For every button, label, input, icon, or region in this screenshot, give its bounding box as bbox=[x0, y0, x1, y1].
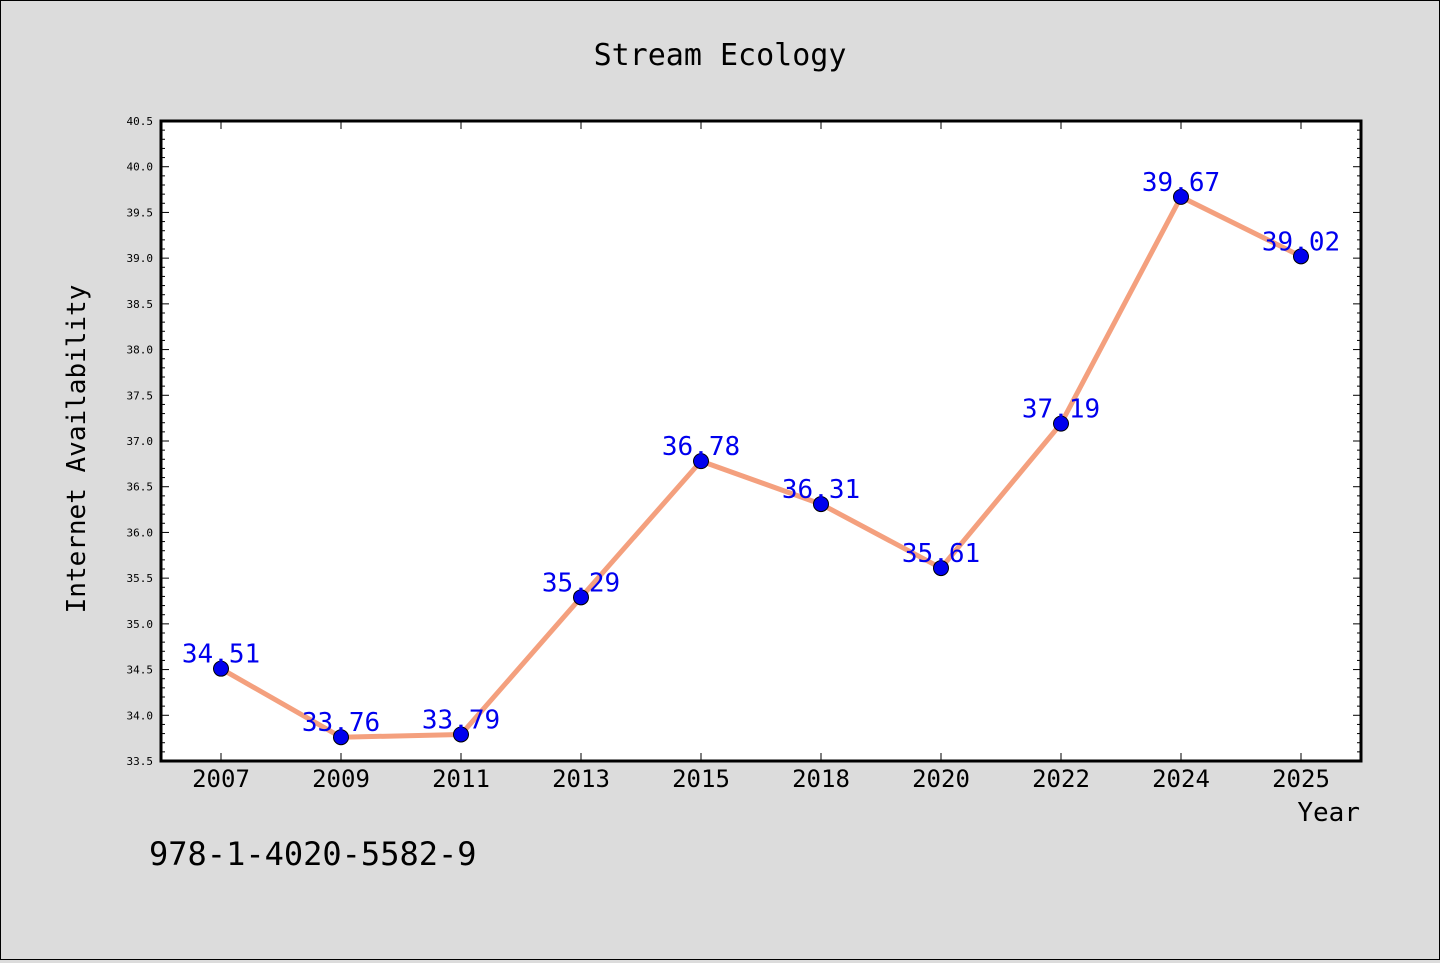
y-tick-label: 37.0 bbox=[127, 435, 154, 448]
x-tick-label: 2020 bbox=[912, 765, 970, 793]
data-label: 36.31 bbox=[782, 475, 860, 505]
data-point-marker bbox=[693, 453, 709, 470]
data-point-marker bbox=[813, 496, 829, 513]
data-labels: 34.51 33.76 33.79 35.29 36.78 36.31 35.61 37.19… bbox=[182, 168, 1340, 738]
data-point-marker bbox=[333, 729, 349, 746]
x-tick-label: 2022 bbox=[1032, 765, 1090, 793]
data-point-marker bbox=[213, 660, 229, 677]
x-tick-label: 2025 bbox=[1272, 765, 1330, 793]
data-label: 35.29 bbox=[542, 568, 620, 598]
data-label: 37.19 bbox=[1022, 395, 1100, 425]
x-tick-label: 2015 bbox=[672, 765, 730, 793]
data-label: 39.02 bbox=[1262, 227, 1340, 257]
x-tick-label: 2018 bbox=[792, 765, 850, 793]
y-tick-label: 37.5 bbox=[127, 389, 154, 402]
x-axis-label: Year bbox=[1297, 798, 1360, 828]
data-label: 39.67 bbox=[1142, 168, 1220, 198]
y-tick-label: 40.0 bbox=[127, 161, 154, 174]
plot-border bbox=[159, 119, 1363, 763]
data-label: 34.51 bbox=[182, 640, 260, 670]
y-tick-label: 38.0 bbox=[127, 344, 154, 357]
footer-code: 978-1-4020-5582-9 bbox=[149, 835, 477, 873]
y-tick-label: 34.5 bbox=[127, 664, 154, 677]
data-label: 35.61 bbox=[902, 539, 980, 569]
y-axis-ticks: 33.5 34.0 34.5 35.0 35.5 36.0 36.5 37.0 37.5 38.0… bbox=[127, 115, 1361, 768]
series-line bbox=[218, 194, 1304, 740]
data-point-marker bbox=[1173, 188, 1189, 205]
data-markers bbox=[213, 188, 1309, 746]
data-point-marker bbox=[933, 560, 949, 577]
y-axis-label: Internet Availability bbox=[62, 285, 92, 614]
x-tick-label: 2011 bbox=[432, 765, 490, 793]
plot-area bbox=[161, 121, 1361, 761]
y-tick-label: 39.5 bbox=[127, 206, 154, 219]
data-point-marker bbox=[573, 589, 589, 606]
data-label: 33.76 bbox=[302, 708, 380, 738]
y-tick-label: 33.5 bbox=[127, 755, 154, 768]
x-tick-label: 2013 bbox=[552, 765, 610, 793]
x-tick-label: 2007 bbox=[192, 765, 250, 793]
y-tick-label: 39.0 bbox=[127, 252, 154, 265]
data-point-marker bbox=[1293, 248, 1309, 265]
data-point-marker bbox=[1053, 415, 1069, 432]
y-tick-label: 38.5 bbox=[127, 298, 154, 311]
y-tick-label: 36.0 bbox=[127, 526, 154, 539]
data-label: 36.78 bbox=[662, 432, 740, 462]
y-tick-label: 34.0 bbox=[127, 709, 154, 722]
y-tick-label: 35.0 bbox=[127, 618, 154, 631]
data-point-marker bbox=[453, 726, 469, 743]
y-tick-label: 35.5 bbox=[127, 572, 154, 585]
y-tick-label: 36.5 bbox=[127, 481, 154, 494]
x-axis-ticks: 2007 2009 2011 2013 2015 2018 2020 2022 2024 2025 bbox=[192, 121, 1330, 793]
chart-title: Stream Ecology bbox=[594, 38, 847, 73]
series-line-group bbox=[218, 194, 1304, 740]
y-tick-label: 40.5 bbox=[127, 115, 154, 128]
x-tick-label: 2024 bbox=[1152, 765, 1210, 793]
data-label: 33.79 bbox=[422, 705, 500, 735]
x-tick-label: 2009 bbox=[312, 765, 370, 793]
